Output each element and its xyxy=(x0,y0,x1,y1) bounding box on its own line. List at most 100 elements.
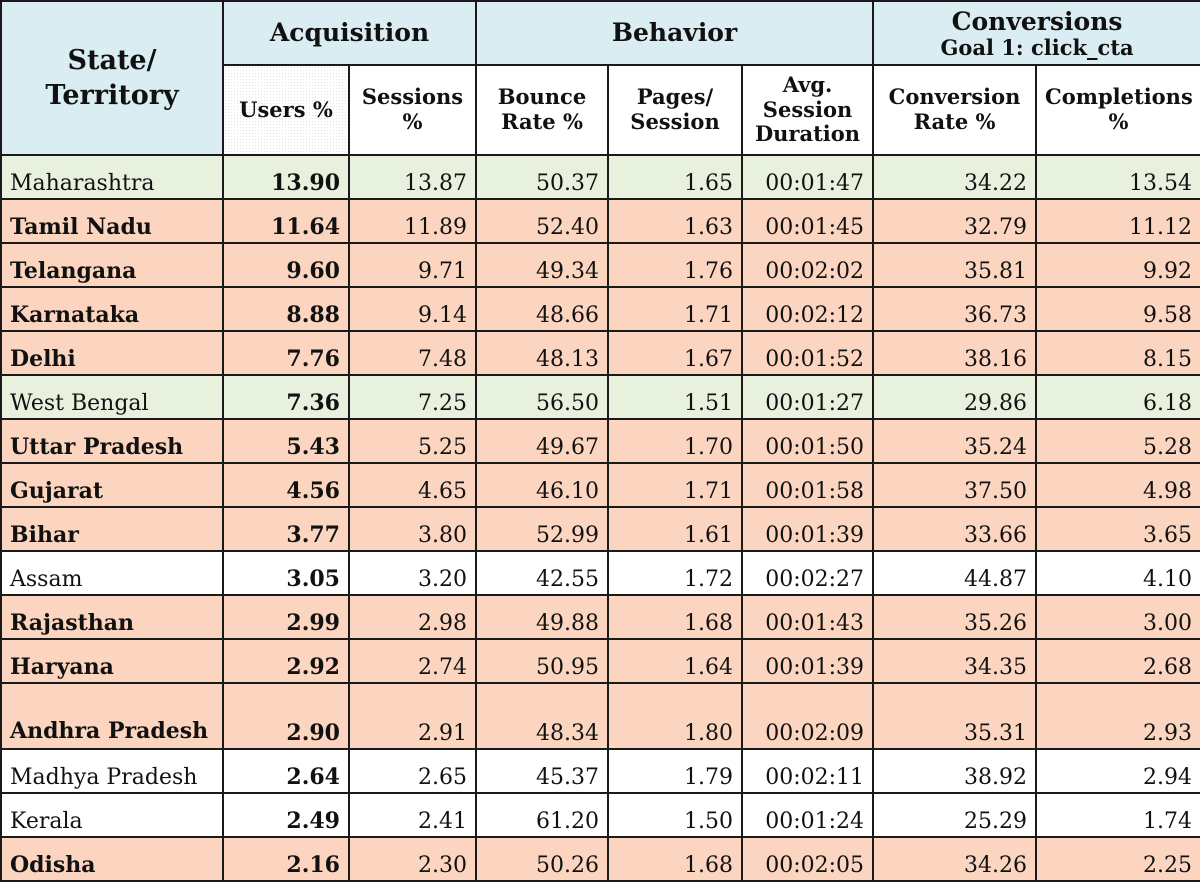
conversion-rate-cell: 38.92 xyxy=(872,748,1038,794)
table-row: Delhi 7.76 7.48 48.13 1.67 00:01:52 38.16 8.15 xyxy=(0,330,1200,376)
state-cell: Karnataka xyxy=(0,286,224,332)
users-cell: 2.64 xyxy=(222,748,350,794)
completions-cell: 2.25 xyxy=(1035,836,1200,882)
pages-per-session-cell: 1.61 xyxy=(607,506,743,552)
completions-cell: 3.00 xyxy=(1035,594,1200,640)
table-row: West Bengal 7.36 7.25 56.50 1.51 00:01:27 29.8… xyxy=(0,374,1200,420)
conversions-title: Conversions xyxy=(951,6,1123,36)
session-duration-cell: 00:02:02 xyxy=(740,242,875,288)
table-body: Maharashtra 13.90 13.87 50.37 1.65 00:01:47 34… xyxy=(0,154,1200,882)
session-duration-cell: 00:01:52 xyxy=(740,330,875,376)
table-row: Maharashtra 13.90 13.87 50.37 1.65 00:01:47 34… xyxy=(0,154,1200,200)
sessions-cell: 9.71 xyxy=(348,242,477,288)
bounce-rate-header: Bounce Rate % xyxy=(475,64,609,156)
completions-cell: 8.15 xyxy=(1035,330,1200,376)
bounce-rate-cell: 45.37 xyxy=(475,748,609,794)
session-duration-cell: 00:02:09 xyxy=(740,682,875,750)
sessions-cell: 13.87 xyxy=(348,154,477,200)
users-cell: 11.64 xyxy=(222,198,350,244)
state-cell: Odisha xyxy=(0,836,224,882)
completions-cell: 2.93 xyxy=(1035,682,1200,750)
sessions-percent-header: Sessions % xyxy=(348,64,477,156)
session-duration-cell: 00:01:39 xyxy=(740,506,875,552)
session-duration-cell: 00:01:47 xyxy=(740,154,875,200)
session-duration-cell: 00:01:58 xyxy=(740,462,875,508)
pages-per-session-cell: 1.79 xyxy=(607,748,743,794)
acquisition-header: Acquisition xyxy=(222,0,477,66)
conversion-rate-cell: 34.26 xyxy=(872,836,1038,882)
bounce-rate-cell: 49.34 xyxy=(475,242,609,288)
sessions-cell: 2.74 xyxy=(348,638,477,684)
avg-session-duration-header: Avg. Session Duration xyxy=(740,64,875,156)
users-cell: 2.99 xyxy=(222,594,350,640)
conversion-rate-cell: 34.22 xyxy=(872,154,1038,200)
table-row: Karnataka 8.88 9.14 48.66 1.71 00:02:12 36.73 9… xyxy=(0,286,1200,332)
conversion-rate-cell: 29.86 xyxy=(872,374,1038,420)
users-cell: 9.60 xyxy=(222,242,350,288)
pages-per-session-cell: 1.71 xyxy=(607,462,743,508)
users-cell: 7.36 xyxy=(222,374,350,420)
bounce-rate-cell: 52.99 xyxy=(475,506,609,552)
table-row: Uttar Pradesh 5.43 5.25 49.67 1.70 00:01:50 35… xyxy=(0,418,1200,464)
state-cell: Delhi xyxy=(0,330,224,376)
users-cell: 13.90 xyxy=(222,154,350,200)
users-cell: 2.16 xyxy=(222,836,350,882)
state-cell: Madhya Pradesh xyxy=(0,748,224,794)
state-cell: Tamil Nadu xyxy=(0,198,224,244)
completions-cell: 1.74 xyxy=(1035,792,1200,838)
users-cell: 8.88 xyxy=(222,286,350,332)
pages-per-session-cell: 1.67 xyxy=(607,330,743,376)
sessions-cell: 2.30 xyxy=(348,836,477,882)
session-duration-cell: 00:02:12 xyxy=(740,286,875,332)
state-cell: Uttar Pradesh xyxy=(0,418,224,464)
conversion-rate-cell: 32.79 xyxy=(872,198,1038,244)
sessions-cell: 11.89 xyxy=(348,198,477,244)
state-territory-header: State/ Territory xyxy=(0,0,224,156)
users-cell: 2.92 xyxy=(222,638,350,684)
sessions-cell: 7.25 xyxy=(348,374,477,420)
bounce-rate-cell: 48.66 xyxy=(475,286,609,332)
bounce-rate-cell: 46.10 xyxy=(475,462,609,508)
session-duration-cell: 00:02:27 xyxy=(740,550,875,596)
completions-cell: 4.98 xyxy=(1035,462,1200,508)
sessions-cell: 4.65 xyxy=(348,462,477,508)
conversion-rate-cell: 36.73 xyxy=(872,286,1038,332)
session-duration-cell: 00:01:45 xyxy=(740,198,875,244)
pages-per-session-cell: 1.65 xyxy=(607,154,743,200)
conversion-rate-cell: 35.81 xyxy=(872,242,1038,288)
bounce-rate-cell: 56.50 xyxy=(475,374,609,420)
state-cell: Assam xyxy=(0,550,224,596)
state-cell: Haryana xyxy=(0,638,224,684)
session-duration-cell: 00:02:05 xyxy=(740,836,875,882)
conversions-header: Conversions Goal 1: click_cta xyxy=(872,0,1200,66)
session-duration-cell: 00:01:50 xyxy=(740,418,875,464)
users-cell: 2.49 xyxy=(222,792,350,838)
pages-per-session-cell: 1.72 xyxy=(607,550,743,596)
completions-cell: 9.58 xyxy=(1035,286,1200,332)
sessions-cell: 9.14 xyxy=(348,286,477,332)
completions-cell: 3.65 xyxy=(1035,506,1200,552)
pages-per-session-header: Pages/ Session xyxy=(607,64,743,156)
table-row: Tamil Nadu 11.64 11.89 52.40 1.63 00:01:45 32.… xyxy=(0,198,1200,244)
pages-per-session-cell: 1.70 xyxy=(607,418,743,464)
table-row: Haryana 2.92 2.74 50.95 1.64 00:01:39 34.35 2.6… xyxy=(0,638,1200,684)
completions-cell: 2.68 xyxy=(1035,638,1200,684)
conversion-rate-cell: 35.26 xyxy=(872,594,1038,640)
completions-cell: 9.92 xyxy=(1035,242,1200,288)
completions-cell: 6.18 xyxy=(1035,374,1200,420)
sessions-cell: 5.25 xyxy=(348,418,477,464)
completions-cell: 13.54 xyxy=(1035,154,1200,200)
state-cell: Rajasthan xyxy=(0,594,224,640)
state-cell: Kerala xyxy=(0,792,224,838)
bounce-rate-cell: 49.67 xyxy=(475,418,609,464)
sessions-cell: 2.98 xyxy=(348,594,477,640)
users-cell: 2.90 xyxy=(222,682,350,750)
completions-cell: 11.12 xyxy=(1035,198,1200,244)
session-duration-cell: 00:01:27 xyxy=(740,374,875,420)
table-row: Andhra Pradesh 2.90 2.91 48.34 1.80 00:02:09 3… xyxy=(0,682,1200,750)
table-row: Assam 3.05 3.20 42.55 1.72 00:02:27 44.87 4.10 xyxy=(0,550,1200,596)
users-cell: 4.56 xyxy=(222,462,350,508)
state-cell: Maharashtra xyxy=(0,154,224,200)
pages-per-session-cell: 1.68 xyxy=(607,836,743,882)
